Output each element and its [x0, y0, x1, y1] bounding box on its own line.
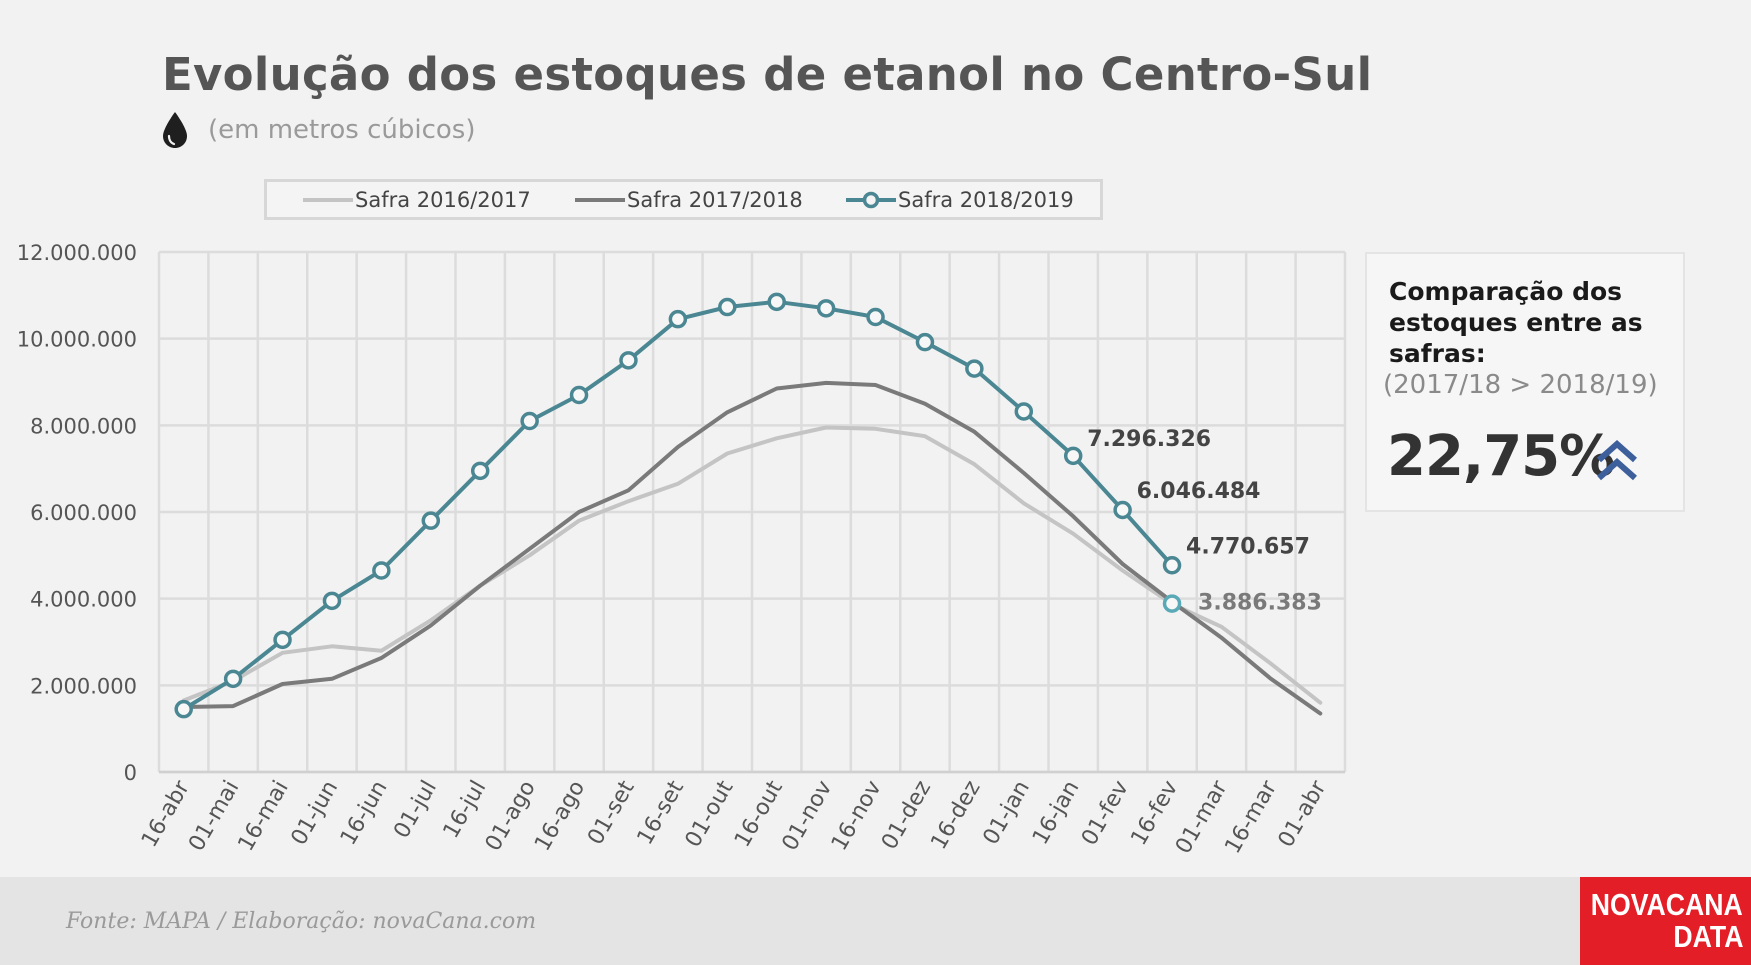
y-tick-label: 4.000.000	[30, 588, 137, 612]
legend-item-2018: Safra 2018/2019	[842, 182, 1074, 217]
data-label: 4.770.657	[1186, 534, 1310, 559]
series-point	[372, 561, 391, 580]
legend-label: Safra 2016/2017	[355, 187, 531, 212]
series-line-0	[181, 425, 1323, 705]
x-tick-label: 01-set	[583, 776, 640, 849]
series-point	[668, 309, 688, 329]
logo-text-line2: DATA	[1672, 919, 1743, 954]
series-point	[273, 630, 292, 650]
y-tick-label: 0	[124, 761, 137, 785]
series-point	[866, 307, 885, 327]
y-tick-label: 10.000.000	[17, 328, 137, 352]
double-chevron-up-icon	[1597, 439, 1637, 481]
legend-label: Safra 2017/2018	[627, 187, 803, 212]
x-tick-label: 01-out	[681, 776, 739, 851]
series-point	[1113, 500, 1132, 520]
page-title: Evolução dos estoques de etanol no Centr…	[162, 48, 1373, 101]
series-point	[520, 411, 539, 431]
annotation-point	[1162, 594, 1182, 613]
x-tick-label: 16-jun	[336, 777, 393, 850]
legend-swatch-2017	[575, 197, 625, 202]
x-tick-label: 01-jan	[979, 777, 1035, 850]
legend-item-2016: Safra 2016/2017	[299, 182, 531, 217]
series-point	[1014, 402, 1034, 421]
panel-subheading: (2017/18 > 2018/19)	[1383, 370, 1658, 400]
x-tick-label: 01-jun	[287, 777, 344, 850]
novacana-data-logo: NOVACANA DATA	[1580, 877, 1751, 965]
series-point	[965, 359, 984, 378]
series-line-1	[181, 380, 1323, 716]
series-point	[470, 461, 490, 481]
logo-text-line1: NOVACANA	[1590, 887, 1743, 922]
data-label: 7.296.326	[1087, 427, 1211, 452]
panel-heading: Comparação dos estoques entre as safras:	[1389, 277, 1643, 368]
series-point	[174, 699, 193, 719]
legend-item-2017: Safra 2017/2018	[571, 182, 803, 217]
x-tick-label: 01-jul	[389, 777, 442, 843]
data-label: 3.886.383	[1198, 591, 1322, 616]
x-tick-label: 16-dez	[926, 777, 985, 854]
x-tick-label: 01-abr	[1274, 776, 1332, 852]
y-tick-label: 12.000.000	[17, 241, 137, 265]
series-point	[1162, 556, 1182, 575]
y-tick-label: 8.000.000	[30, 414, 137, 438]
y-tick-label: 2.000.000	[30, 674, 137, 698]
line-chart: 0 2.000.000 4.000.000 6.000.000 8.000.000 10.…	[17, 241, 1347, 858]
series-point	[619, 351, 638, 370]
legend-swatch-2018	[846, 191, 896, 208]
source-note: Fonte: MAPA / Elaboração: novaCana.com	[66, 909, 537, 934]
series-point	[1063, 446, 1083, 466]
subtitle-row: (em metros cúbicos)	[160, 110, 475, 150]
x-tick-label: 01-fev	[1077, 777, 1134, 850]
drop-icon	[163, 112, 187, 148]
series-point	[915, 332, 935, 352]
legend-label: Safra 2018/2019	[898, 187, 1074, 212]
page-subtitle: (em metros cúbicos)	[208, 115, 476, 145]
series-point	[767, 292, 786, 312]
series-point	[718, 297, 737, 317]
series-point	[421, 511, 441, 530]
x-tick-label: 16-jul	[439, 777, 492, 843]
comparison-panel: Comparação dos estoques entre as safras:…	[1365, 252, 1685, 512]
x-tick-label: 16-jan	[1028, 777, 1084, 850]
series-point	[816, 299, 836, 318]
footer: Fonte: MAPA / Elaboração: novaCana.com	[0, 877, 1751, 965]
y-tick-label: 6.000.000	[30, 501, 137, 525]
chart-legend: Safra 2016/2017 Safra 2017/2018 Safra 20…	[264, 179, 1103, 220]
legend-swatch-2016	[303, 197, 353, 202]
series-point	[322, 591, 342, 611]
data-label: 6.046.484	[1137, 479, 1261, 504]
panel-percentage: 22,75%	[1387, 424, 1615, 489]
series-point	[223, 669, 243, 689]
series-point	[569, 385, 589, 405]
